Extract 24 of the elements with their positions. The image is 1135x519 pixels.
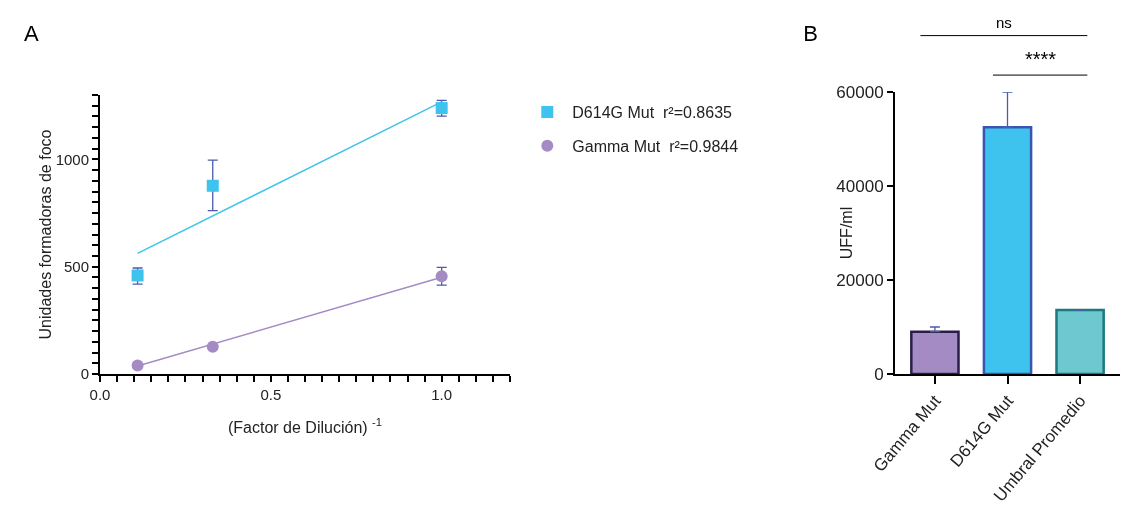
text: ns <box>996 14 1012 31</box>
y-axis-title: UFF/ml <box>838 206 855 260</box>
x-axis-title: (Factor de Dilución) $^{-1}$ <box>228 416 382 436</box>
text: **** <box>1025 48 1057 70</box>
x-tick-label: 0.0 <box>89 386 111 403</box>
point <box>206 179 219 192</box>
bar <box>982 126 1033 374</box>
y-tick-label: 1000 <box>55 150 89 168</box>
x-tick-label: 0.5 <box>260 386 282 403</box>
y-tick-label: 40000 <box>836 176 884 196</box>
y-tick-label: 500 <box>63 257 89 275</box>
y-tick-label: 0 <box>80 365 89 383</box>
y-tick-label: 60000 <box>836 82 884 102</box>
y-tick-label: 0 <box>874 364 884 384</box>
y-axis-title: Unidades formadoras de foco <box>36 129 54 340</box>
bar <box>1055 308 1105 374</box>
point <box>131 359 144 372</box>
legend-label: Gamma Mut r²=0.9844 <box>572 137 739 155</box>
y-tick-label: 20000 <box>836 270 884 290</box>
bar <box>910 330 960 374</box>
chart-title: A <box>24 21 39 47</box>
chart-title: B <box>803 21 819 47</box>
x-tick-label: 1.0 <box>431 386 453 403</box>
legend-label: D614G Mut r²=0.8635 <box>572 104 733 122</box>
